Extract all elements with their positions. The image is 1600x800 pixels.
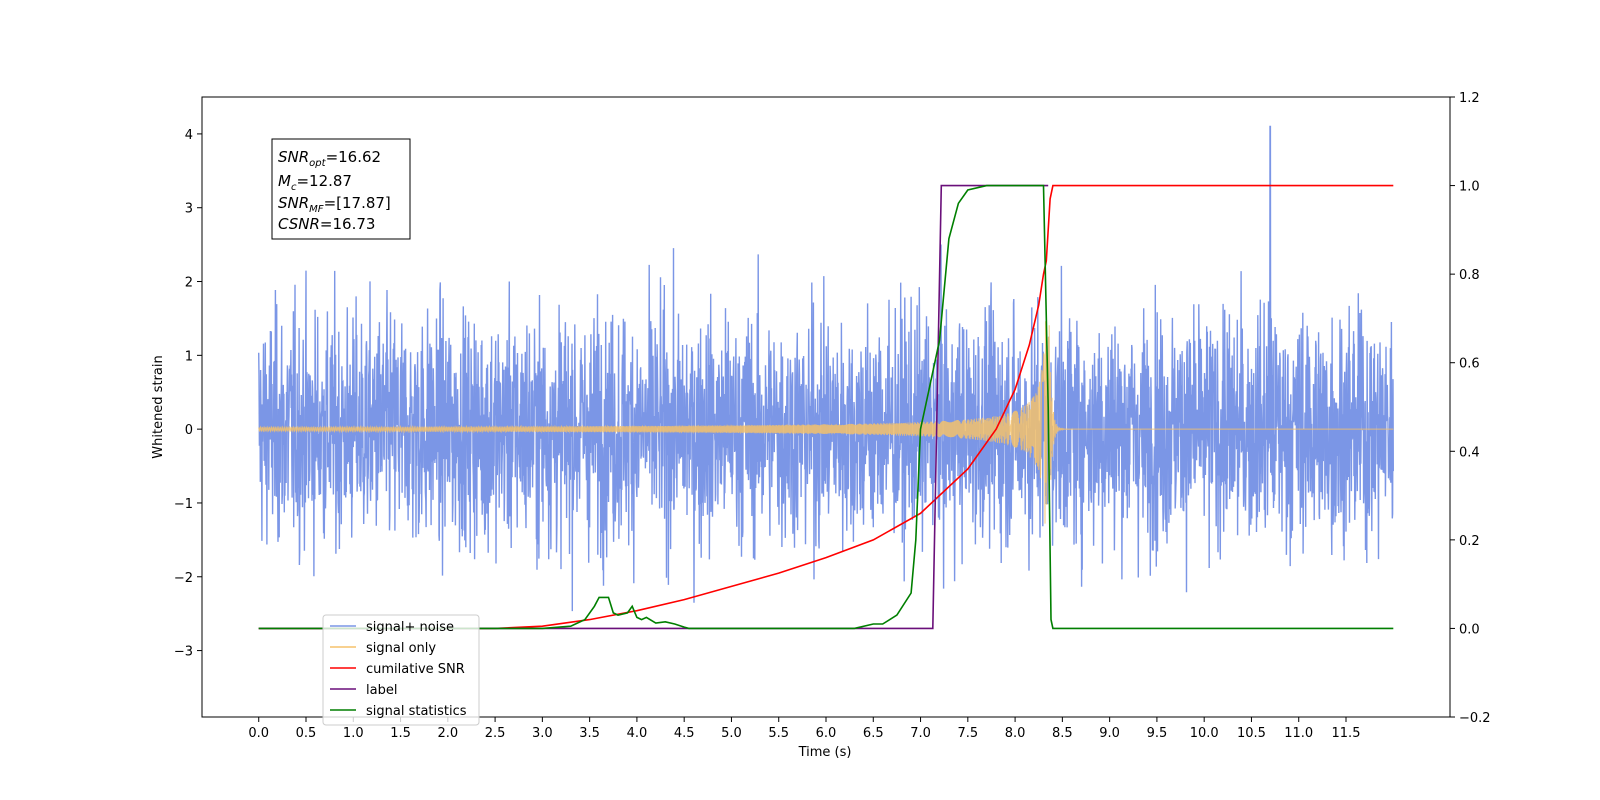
x-tick-label: 4.5 — [674, 726, 695, 741]
y-tick-label: −3 — [174, 645, 193, 660]
y2-tick-label: 1.2 — [1459, 91, 1480, 106]
x-tick-label: 8.0 — [1005, 726, 1026, 741]
x-tick-label: 2.0 — [437, 726, 458, 741]
x-tick-label: 4.0 — [627, 726, 648, 741]
y-tick-label: 2 — [185, 276, 193, 291]
annotation-snr-opt: SNRopt=16.62 — [278, 148, 381, 169]
y-axis-label: Whitened strain — [151, 355, 166, 458]
series-layer — [258, 125, 1394, 630]
y-tick-label: −1 — [174, 497, 193, 512]
x-tick-label: 1.0 — [343, 726, 364, 741]
x-tick-label: 2.5 — [485, 726, 506, 741]
legend: signal+ noise signal only cumilative SNR la… — [322, 614, 480, 726]
y2-tick-label: 0.0 — [1459, 622, 1480, 637]
x-tick-label: 6.5 — [863, 726, 884, 741]
y2-tick-label: 0.6 — [1459, 357, 1480, 372]
x-tick-label: 6.0 — [816, 726, 837, 741]
series-signal-noise-line — [258, 125, 1394, 612]
x-tick-label: 11.5 — [1332, 726, 1361, 741]
y2-tick-label: −0.2 — [1459, 711, 1491, 726]
y-axis-left: −3 −2 −1 0 1 2 3 4 — [174, 128, 202, 660]
x-tick-label: 7.5 — [957, 726, 978, 741]
x-tick-label: 11.0 — [1284, 726, 1313, 741]
y2-tick-label: 0.2 — [1459, 534, 1480, 549]
y2-tick-label: 1.0 — [1459, 180, 1480, 195]
y-tick-label: 1 — [185, 349, 193, 364]
annotation-snr-mf: SNRMF=[17.87] — [278, 194, 391, 215]
y2-tick-label: 0.8 — [1459, 268, 1480, 283]
y-tick-label: 0 — [185, 423, 193, 438]
x-tick-label: 9.5 — [1147, 726, 1168, 741]
x-tick-label: 5.0 — [721, 726, 742, 741]
x-tick-label: 3.0 — [532, 726, 553, 741]
series-signal-only-line — [258, 321, 1394, 524]
x-tick-label: 8.5 — [1052, 726, 1073, 741]
y2-tick-label: 0.4 — [1459, 445, 1480, 460]
x-tick-label: 7.0 — [910, 726, 931, 741]
annotation-box: SNRopt=16.62 Mc=12.87 SNRMF=[17.87] CSNR… — [271, 138, 411, 240]
x-tick-label: 0.5 — [296, 726, 317, 741]
x-axis: 0.0 0.5 1.0 1.5 2.0 2.5 3.0 3.5 4.0 4.5 5.0 5.5 6.0 6… — [248, 717, 1360, 741]
legend-label: label — [366, 683, 397, 698]
y-tick-label: 4 — [185, 128, 193, 143]
y-tick-label: −2 — [174, 571, 193, 586]
series-signal-statistics-line — [258, 184, 1394, 630]
legend-label: cumilative SNR — [366, 662, 465, 677]
x-axis-label: Time (s) — [798, 745, 852, 760]
y-tick-label: 3 — [185, 202, 193, 217]
annotation-chirp-mass: Mc=12.87 — [278, 172, 352, 193]
x-tick-label: 10.5 — [1237, 726, 1266, 741]
x-tick-label: 0.0 — [248, 726, 269, 741]
x-tick-label: 10.0 — [1190, 726, 1219, 741]
x-tick-label: 3.5 — [579, 726, 600, 741]
x-tick-label: 9.0 — [1099, 726, 1120, 741]
y-axis-right: −0.2 0.0 0.2 0.4 0.6 0.8 1.0 1.2 — [1450, 91, 1491, 726]
x-tick-label: 5.5 — [768, 726, 789, 741]
legend-label: signal+ noise — [366, 620, 454, 635]
annotation-csnr: CSNR=16.73 — [278, 215, 375, 233]
x-tick-label: 1.5 — [390, 726, 411, 741]
legend-label: signal statistics — [366, 704, 467, 719]
legend-label: signal only — [366, 641, 436, 656]
